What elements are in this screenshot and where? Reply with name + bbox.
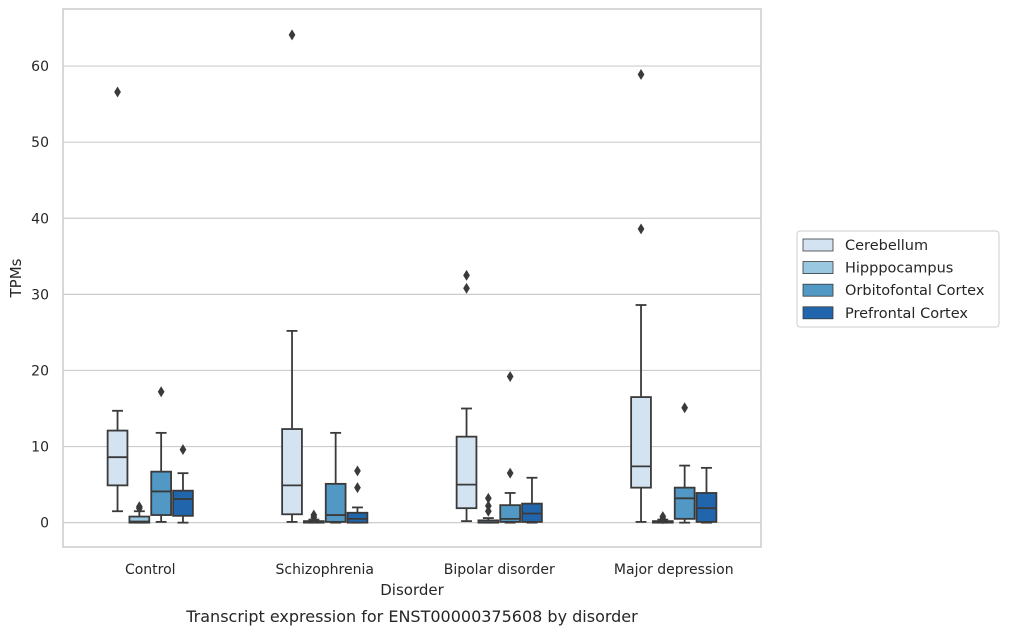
y-axis-label: TPMs xyxy=(7,258,25,298)
y-tick-label: 10 xyxy=(31,440,49,456)
legend-swatch xyxy=(802,261,834,275)
outlier-point xyxy=(463,282,470,294)
legend-label: Prefrontal Cortex xyxy=(845,306,968,322)
y-tick-label: 60 xyxy=(31,59,49,75)
plot-marks xyxy=(106,29,718,525)
box-cerebellum-1 xyxy=(281,29,303,523)
outlier-point xyxy=(135,501,143,513)
box-iqr xyxy=(150,470,172,516)
outlier-point xyxy=(637,68,645,80)
box-hipppocampus-3 xyxy=(652,511,674,525)
outlier-point xyxy=(681,402,689,414)
box-prefrontal-cortex-3 xyxy=(695,466,718,524)
box-cerebellum-0 xyxy=(106,86,129,513)
x-axis-ticks: Control Schizophrenia Bipolar disorder Majo… xyxy=(125,562,734,578)
outlier-point xyxy=(463,269,470,281)
box-iqr xyxy=(128,515,151,524)
y-axis-ticks: 0 10 20 30 40 50 60 xyxy=(31,59,49,532)
y-tick-label: 0 xyxy=(40,516,49,532)
box-iqr xyxy=(172,489,194,517)
legend-swatch xyxy=(802,306,834,320)
box-orbitofontal-cortex-0 xyxy=(150,386,172,523)
plot-frame xyxy=(62,8,762,548)
box-orbitofontal-cortex-3 xyxy=(673,402,696,524)
x-tick-label: Bipolar disorder xyxy=(444,562,555,578)
box-iqr xyxy=(455,435,478,510)
outlier-point xyxy=(157,386,165,398)
box-orbitofontal-cortex-2 xyxy=(499,371,521,524)
box-hipppocampus-0 xyxy=(128,501,151,524)
outlier-point xyxy=(506,371,514,383)
box-prefrontal-cortex-1 xyxy=(346,465,369,524)
y-tick-label: 40 xyxy=(31,211,49,227)
x-tick-label: Schizophrenia xyxy=(276,562,374,578)
box-hipppocampus-2 xyxy=(477,492,500,524)
gridlines xyxy=(63,65,761,524)
y-tick-label: 50 xyxy=(31,135,49,151)
outlier-point xyxy=(659,511,667,523)
y-tick-label: 20 xyxy=(31,363,49,379)
outlier-point xyxy=(354,482,361,494)
y-tick-label: 30 xyxy=(31,287,49,303)
outlier-point xyxy=(484,500,492,512)
box-prefrontal-cortex-0 xyxy=(172,444,194,524)
figure-caption: Transcript expression for ENST0000037560… xyxy=(185,607,638,626)
box-iqr xyxy=(673,486,696,520)
box-iqr xyxy=(346,511,369,524)
outlier-point xyxy=(637,223,645,235)
outlier-point xyxy=(354,465,361,477)
outlier-point xyxy=(288,29,296,41)
x-tick-label: Major depression xyxy=(614,562,734,578)
outlier-point xyxy=(484,492,492,504)
box-hipppocampus-1 xyxy=(303,509,325,524)
box-orbitofontal-cortex-1 xyxy=(324,431,347,524)
box-iqr xyxy=(324,482,347,523)
legend-label: Hipppocampus xyxy=(845,261,953,277)
x-tick-label: Control xyxy=(125,562,176,578)
x-axis-label: Disorder xyxy=(380,581,444,599)
box-iqr xyxy=(281,428,303,516)
legend-swatch xyxy=(802,283,834,297)
legend-label: Orbitofontal Cortex xyxy=(845,283,985,299)
outlier-point xyxy=(506,467,514,479)
outlier-point xyxy=(310,509,318,521)
box-prefrontal-cortex-2 xyxy=(521,476,543,524)
outlier-point xyxy=(114,86,121,98)
box-cerebellum-3 xyxy=(630,68,652,523)
legend: Cerebellum Hipppocampus Orbitofontal Corte… xyxy=(796,230,1000,328)
legend-swatch xyxy=(802,238,834,252)
box-iqr xyxy=(499,504,521,523)
box-iqr xyxy=(630,396,652,489)
legend-box xyxy=(796,230,1000,328)
legend-label: Cerebellum xyxy=(845,238,928,254)
outlier-point xyxy=(179,444,187,456)
box-cerebellum-2 xyxy=(455,269,478,523)
